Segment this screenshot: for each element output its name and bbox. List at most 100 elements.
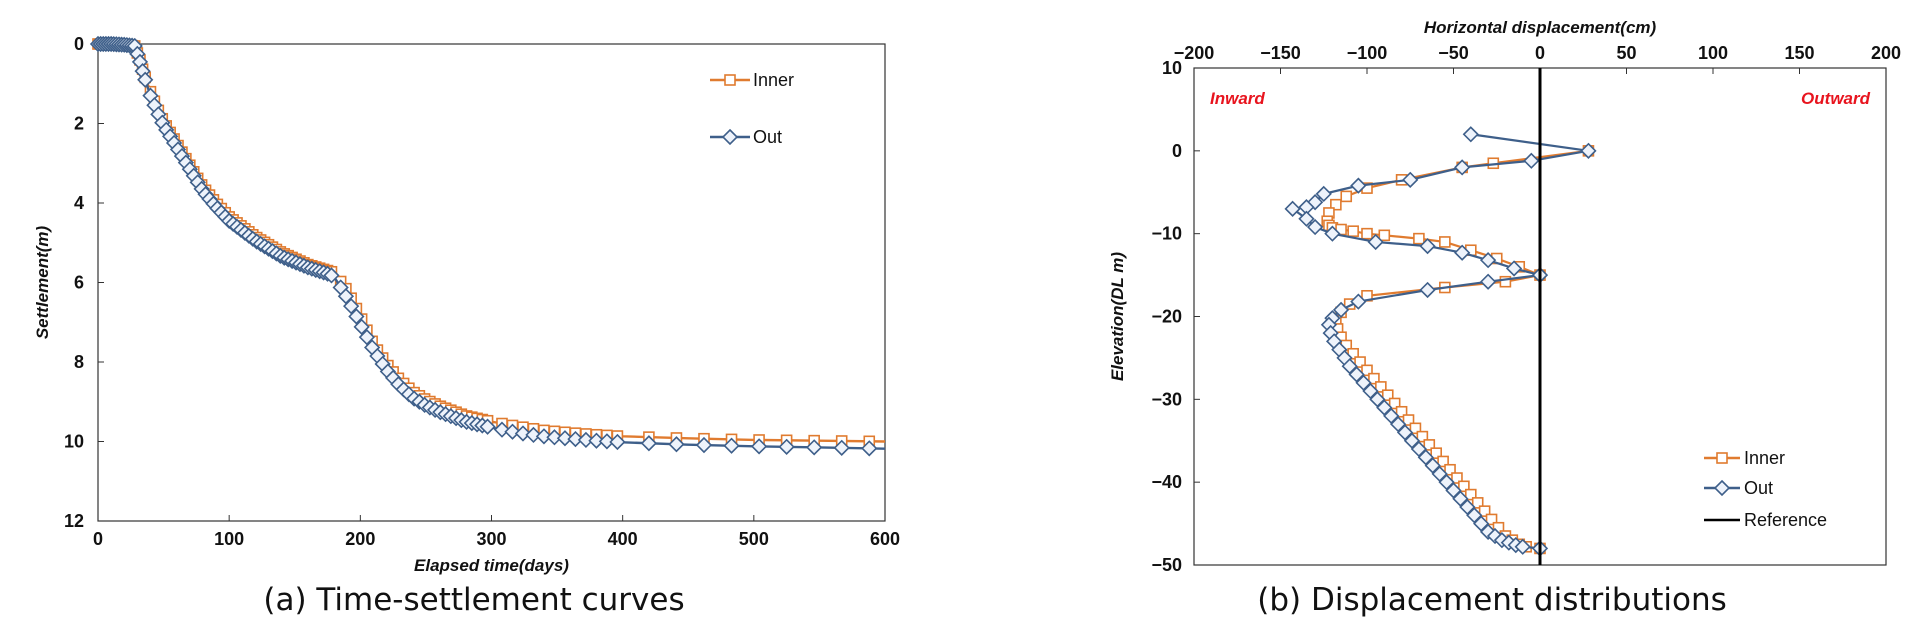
legend-label-reference: Reference xyxy=(1744,510,1827,530)
x-tick-label: 100 xyxy=(214,529,244,549)
data-point xyxy=(556,430,574,447)
data-point xyxy=(337,288,355,305)
data-point xyxy=(1375,381,1387,393)
x-tick-label: 200 xyxy=(345,529,375,549)
caption-a: (a) Time-settlement curves xyxy=(263,582,685,618)
data-point xyxy=(588,432,605,449)
data-point xyxy=(567,430,584,448)
data-point xyxy=(1396,424,1414,441)
data-point xyxy=(695,436,713,454)
y-tick-label: 0 xyxy=(1172,141,1182,161)
data-point xyxy=(668,436,685,453)
data-point xyxy=(323,267,340,284)
data-point xyxy=(1315,185,1332,203)
data-point xyxy=(723,437,740,454)
data-point xyxy=(1355,374,1372,391)
x-tick-label: 500 xyxy=(739,529,769,549)
data-point xyxy=(833,439,850,456)
legend-marker-out xyxy=(721,128,739,146)
x-tick-label: −200 xyxy=(1174,43,1215,63)
data-point xyxy=(1464,488,1477,501)
data-point xyxy=(1361,364,1373,377)
x-tick-label: −150 xyxy=(1260,43,1301,63)
series-markers-out xyxy=(89,35,878,457)
series-line-out xyxy=(98,42,886,450)
data-point xyxy=(1395,405,1408,418)
x-tick-label: 100 xyxy=(1698,43,1728,63)
x-tick-label: 50 xyxy=(1616,43,1636,63)
data-point xyxy=(514,425,532,442)
data-point xyxy=(1306,218,1324,236)
data-point xyxy=(493,421,511,438)
y-tick-label: 0 xyxy=(74,34,84,54)
x-tick-label: 300 xyxy=(476,529,506,549)
data-point xyxy=(1409,422,1422,435)
data-point xyxy=(1347,225,1359,237)
x-tick-label: −100 xyxy=(1347,43,1388,63)
data-point xyxy=(1324,225,1341,242)
data-point xyxy=(609,433,626,451)
x-axis-label: Horizontal displacement(cm) xyxy=(1424,18,1657,37)
data-point xyxy=(1505,260,1523,277)
data-point xyxy=(1348,366,1365,383)
data-point xyxy=(1298,210,1315,227)
data-point xyxy=(1471,497,1484,509)
data-point xyxy=(546,429,563,446)
data-point xyxy=(1458,480,1470,493)
data-point xyxy=(1383,407,1400,425)
series-markers-inner xyxy=(92,38,876,448)
data-point xyxy=(1402,171,1419,188)
data-point xyxy=(1462,126,1479,143)
y-tick-label: 8 xyxy=(74,352,84,372)
data-point xyxy=(1452,490,1469,507)
data-point xyxy=(1514,538,1531,555)
y-tick-label: −30 xyxy=(1151,389,1182,409)
data-point xyxy=(1454,244,1471,261)
x-tick-label: 0 xyxy=(1535,43,1545,63)
y-tick-label: −20 xyxy=(1151,307,1182,327)
data-point xyxy=(1369,391,1386,408)
data-point xyxy=(1416,430,1429,443)
legend-marker-inner xyxy=(1716,452,1728,464)
data-point xyxy=(137,71,154,88)
time-settlement-chart: 0 100 200 300 400 500 600 0 2 4 6 8 10 12 Elapsed time… xyxy=(33,34,900,575)
y-tick-label: 10 xyxy=(64,432,84,452)
data-point xyxy=(1479,252,1497,269)
legend-marker-out xyxy=(1713,479,1731,497)
data-point xyxy=(1445,482,1462,499)
legend-label-out: Out xyxy=(1744,478,1773,498)
x-tick-label: 400 xyxy=(608,529,638,549)
displacement-chart: −200 −150 −100 −50 0 50 100 150 200100−10−20−30−… xyxy=(1108,18,1901,575)
time-settlement-panel: 0 100 200 300 400 500 600 0 2 4 6 8 10 12 Elapsed time… xyxy=(0,0,900,644)
data-point xyxy=(1410,440,1428,458)
data-point xyxy=(577,431,595,449)
x-tick-label: −50 xyxy=(1438,43,1469,63)
x-tick-label: 600 xyxy=(870,529,900,549)
data-point xyxy=(861,440,878,457)
y-tick-label: 10 xyxy=(1162,58,1182,78)
data-point xyxy=(1580,142,1597,159)
data-point xyxy=(1438,474,1455,491)
legend-label-out: Out xyxy=(753,127,782,147)
data-point xyxy=(1431,465,1448,483)
y-tick-label: 4 xyxy=(74,193,84,213)
data-point xyxy=(525,426,542,444)
data-point xyxy=(1424,457,1441,474)
data-point xyxy=(1284,200,1301,217)
data-point xyxy=(1459,498,1476,516)
data-point xyxy=(1330,198,1342,211)
data-point xyxy=(1419,281,1436,299)
x-tick-label: 200 xyxy=(1871,43,1901,63)
annotation-inward: Inward xyxy=(1210,89,1265,108)
data-point xyxy=(1341,358,1358,375)
data-point xyxy=(1368,372,1380,385)
series-markers-inner xyxy=(1321,145,1595,555)
y-axis-label: Elevation(DL m) xyxy=(1108,252,1127,381)
caption-b: (b) Displacement distributions xyxy=(1257,582,1727,618)
displacement-panel: −200 −150 −100 −50 0 50 100 150 200 10 0 −10 −20 −30−… xyxy=(1100,0,1920,644)
y-axis-label: Settlement(m) xyxy=(33,225,52,339)
data-point xyxy=(750,438,768,455)
data-point xyxy=(1485,513,1498,526)
data-point xyxy=(1378,229,1391,242)
data-point xyxy=(1444,463,1456,476)
